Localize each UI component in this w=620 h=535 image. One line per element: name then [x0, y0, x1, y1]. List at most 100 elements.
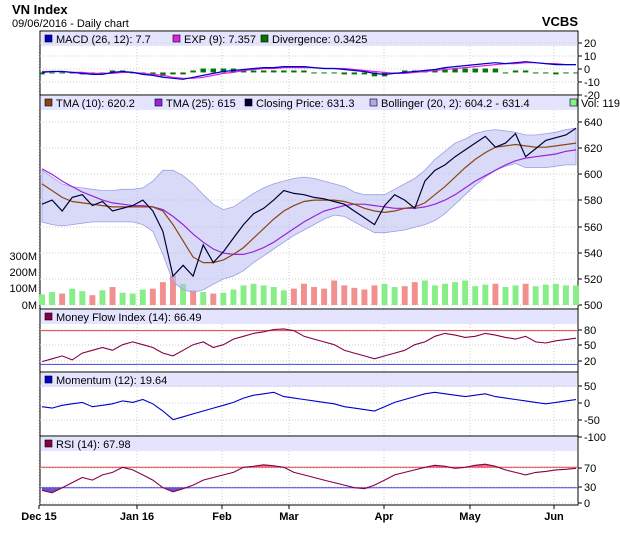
macd-divergence-bar [301, 70, 307, 73]
momentum-ytick-label: 50 [584, 381, 596, 393]
volume-bar [341, 285, 348, 305]
macd-line [41, 61, 576, 80]
x-tick-label: Dec 15 [21, 511, 56, 523]
macd-divergence-bar [401, 70, 408, 73]
momentum-legend-bar [41, 373, 577, 387]
macd-divergence-bar [210, 68, 217, 73]
rsi-oversold-fill [42, 487, 53, 493]
volume-bar [401, 286, 408, 305]
volume-bar [492, 283, 499, 305]
price-ytick-label: 540 [584, 248, 602, 260]
rsi-ytick-label: 30 [584, 482, 596, 494]
x-tick-label: Mar [279, 511, 299, 523]
macd-divergence-bar [59, 72, 65, 74]
rsi-legend-bar [41, 437, 577, 451]
macd-divergence-bar [260, 70, 267, 73]
volume-bar [180, 283, 187, 305]
macd-divergence-bar [250, 70, 257, 73]
price-legend-swatch [569, 98, 578, 107]
macd-legend-swatch [172, 34, 181, 43]
macd-divergence-bar [109, 70, 116, 73]
macd-divergence-bar [331, 72, 337, 74]
volume-bar [361, 289, 368, 305]
volume-tick-label: 100M [9, 283, 37, 295]
macd-divergence-bar [220, 68, 227, 73]
volume-bar [69, 288, 76, 305]
volume-bar [79, 291, 86, 305]
volume-bar [109, 287, 116, 305]
macd-legend-swatch [260, 34, 269, 43]
macd-divergence-bar [522, 70, 529, 73]
price-ytick-label: 620 [584, 143, 602, 155]
macd-divergence-bar [371, 72, 378, 77]
volume-bar [391, 287, 398, 305]
chart-title: VN Index [12, 2, 68, 17]
chart-subtitle: 09/06/2016 - Daily chart [12, 18, 129, 30]
x-axis: Dec 15 Jan 16 Feb Mar Apr May Jun [21, 505, 564, 523]
volume-bar [462, 280, 469, 305]
macd-divergence-bar [311, 72, 317, 74]
volume-bar [300, 283, 307, 305]
volume-bar [573, 285, 579, 305]
volume-tick-label: 0M [22, 300, 37, 312]
volume-bar [149, 288, 156, 305]
macd-divergence-bar [462, 68, 468, 73]
macd-divergence-bar [49, 72, 55, 74]
volume-bar [482, 284, 489, 305]
price-ytick-label: 520 [584, 274, 602, 286]
volume-bar [452, 282, 459, 305]
bollinger-band [41, 127, 577, 293]
volume-bar [240, 285, 247, 305]
volume-bar [532, 286, 539, 305]
volume-bar [522, 283, 529, 305]
rsi-ytick-label: 0 [584, 498, 590, 510]
volume-bar [311, 287, 318, 305]
volume-bar [502, 287, 509, 305]
volume-bar [210, 293, 217, 305]
momentum-ytick-label: -100 [584, 432, 606, 444]
macd-divergence-bar [472, 68, 478, 73]
macd-divergence-bar [543, 72, 549, 74]
panel-rsi: 70 30 0 RSI (14): 67.98 [38, 435, 596, 510]
macd-divergence-bar [573, 72, 579, 74]
price-legend-swatch [44, 98, 53, 107]
volume-bar [200, 291, 207, 305]
mfi-legend-label: Money Flow Index (14): 66.49 [56, 312, 202, 324]
price-ytick-label: 640 [584, 117, 602, 129]
momentum-legend-label: Momentum (12): 19.64 [56, 375, 167, 387]
macd-divergence-bar [442, 68, 448, 73]
volume-bar [562, 285, 569, 305]
price-legend-bar [41, 96, 577, 110]
volume-bar [49, 291, 56, 305]
macd-legend-label: EXP (9): 7.357 [184, 34, 256, 46]
momentum-line [41, 391, 577, 421]
tma10-line [41, 142, 577, 264]
volume-bar [431, 285, 438, 305]
tma25-line [41, 149, 577, 255]
volume-bar [159, 282, 166, 305]
volume-bar [39, 294, 45, 305]
mfi-ytick-label: 20 [584, 356, 596, 368]
volume-bar [351, 287, 358, 305]
panel-price: 640 620 600 580 560 540 520 500 TMA (10): 620.2 T… [9, 94, 620, 312]
macd-divergence-bar [180, 72, 186, 75]
volume-bar [381, 283, 388, 305]
macd-divergence-bar [532, 72, 539, 74]
macd-divergence-bar [39, 72, 45, 75]
x-tick-label: Apr [375, 511, 395, 523]
x-tick-label: Jun [544, 511, 564, 523]
mfi-ytick-label: 50 [584, 340, 596, 352]
macd-ytick-label: 20 [584, 38, 596, 50]
price-legend-swatch [244, 98, 253, 107]
mfi-legend-swatch [44, 312, 53, 321]
macd-divergence-bar [291, 70, 297, 73]
volume-bar [89, 295, 96, 305]
momentum-ytick-label: -50 [584, 415, 600, 427]
x-tick-label: May [459, 511, 481, 523]
macd-legend-swatch [44, 34, 53, 43]
macd-legend-label: Divergence: 0.3425 [272, 34, 367, 46]
mfi-legend-bar [41, 310, 577, 324]
macd-ytick-label: -10 [584, 77, 600, 89]
x-tick-label: Feb [212, 511, 232, 523]
